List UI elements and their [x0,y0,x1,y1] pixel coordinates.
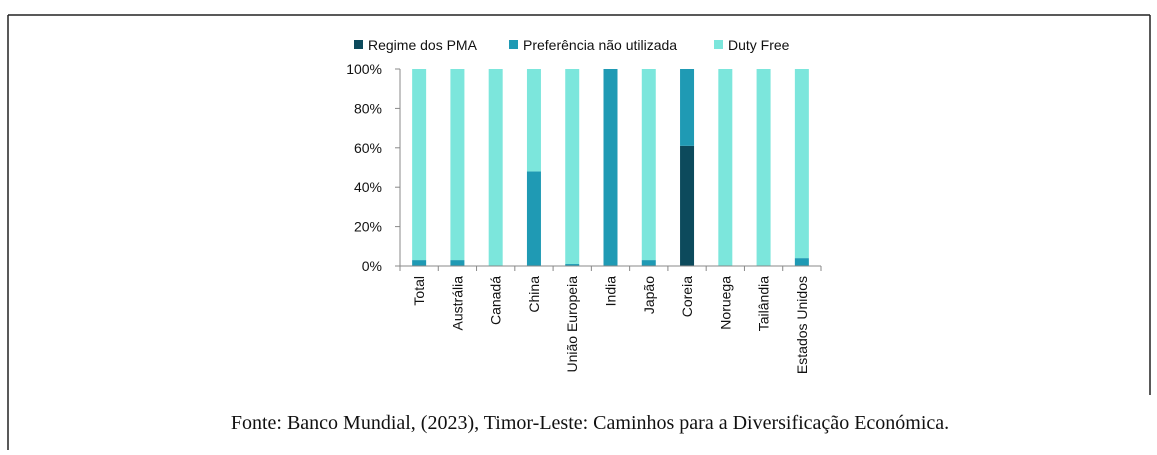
legend-swatch [509,40,518,49]
bar-segment [526,171,541,266]
bar-segment [756,69,771,266]
y-tick-label: 40% [354,179,382,195]
bar-segment [794,69,809,259]
x-tick-label: Noruega [717,276,733,330]
bar-segment [450,260,465,266]
x-tick-label: União Europeia [564,276,580,373]
x-tick-label: Coreia [679,276,695,317]
y-tick-label: 100% [346,61,382,77]
x-tick-label: China [526,276,542,313]
bar-segment [794,258,809,266]
bar-segment [641,260,656,266]
x-tick-label: Total [411,276,427,306]
bar-segment [565,264,580,266]
bar-segment [565,69,580,265]
bar-segment [412,69,427,261]
legend-swatch [714,40,723,49]
y-tick-label: 0% [362,258,382,274]
legend-label: Regime dos PMA [368,37,478,53]
bar-segment [450,69,465,261]
x-tick-label: Japão [641,276,657,314]
x-tick-label: Tailândia [756,276,772,331]
legend-label: Preferência não utilizada [523,37,677,53]
legend-swatch [354,40,363,49]
legend-label: Duty Free [728,37,790,53]
caption: Fonte: Banco Mundial, (2023), Timor-Lest… [231,412,949,434]
x-tick-label: Canadá [488,276,504,325]
y-tick-label: 80% [354,100,382,116]
x-tick-label: Estados Unidos [794,276,810,374]
bar-segment [680,145,695,266]
bar-segment [641,69,656,261]
bar-segment [603,69,618,266]
bar-segment [718,69,733,266]
x-tick-label: Austrália [449,276,465,331]
y-tick-label: 60% [354,140,382,156]
bar-segment [526,69,541,172]
x-tick-label: India [603,276,619,307]
bar-segment [488,69,503,266]
y-tick-label: 20% [354,219,382,235]
bar-segment [680,69,695,146]
bar-segment [412,260,427,266]
